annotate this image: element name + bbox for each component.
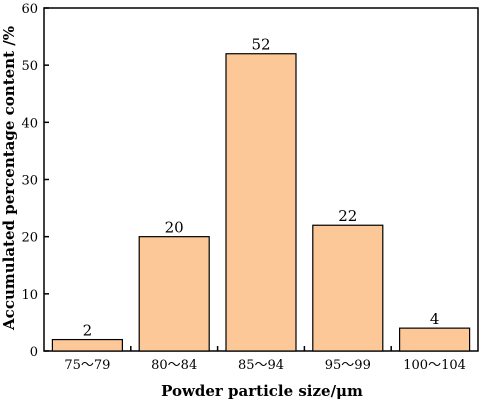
x-tick-label: 85～94 <box>238 358 284 373</box>
bar <box>225 53 297 352</box>
bar <box>312 224 384 352</box>
y-tick-label: 30 <box>21 174 38 189</box>
y-tick-label: 60 <box>21 2 38 17</box>
x-tick-label: 75～79 <box>64 358 110 373</box>
x-axis-title: Powder particle size/μm <box>161 382 363 400</box>
y-axis-ticks: 0 10 20 30 40 50 60 <box>21 2 49 360</box>
x-axis-ticks: 75～79 80～84 85～94 95～99 100～104 <box>64 346 466 373</box>
bar-data-label: 20 <box>165 219 184 237</box>
bar <box>138 236 210 352</box>
y-axis-title: Accumulated percentage content /% <box>0 26 18 331</box>
x-tick-label: 95～99 <box>325 358 371 373</box>
x-tick-label: 80～84 <box>151 358 197 373</box>
y-tick-label: 50 <box>21 59 38 74</box>
bar-data-label: 22 <box>338 207 357 225</box>
bar-data-label: 2 <box>83 322 93 340</box>
y-tick-label: 20 <box>21 231 38 246</box>
bar <box>51 338 124 352</box>
bar <box>399 327 471 352</box>
y-tick-label: 10 <box>21 288 38 303</box>
y-tick-label: 40 <box>21 116 38 131</box>
bars <box>51 53 471 352</box>
bar-data-label: 52 <box>251 36 270 54</box>
data-labels: 2 20 52 22 4 <box>83 36 440 340</box>
x-tick-label: 100～104 <box>403 358 466 373</box>
y-tick-label: 0 <box>30 345 38 360</box>
bar-data-label: 4 <box>430 310 440 328</box>
